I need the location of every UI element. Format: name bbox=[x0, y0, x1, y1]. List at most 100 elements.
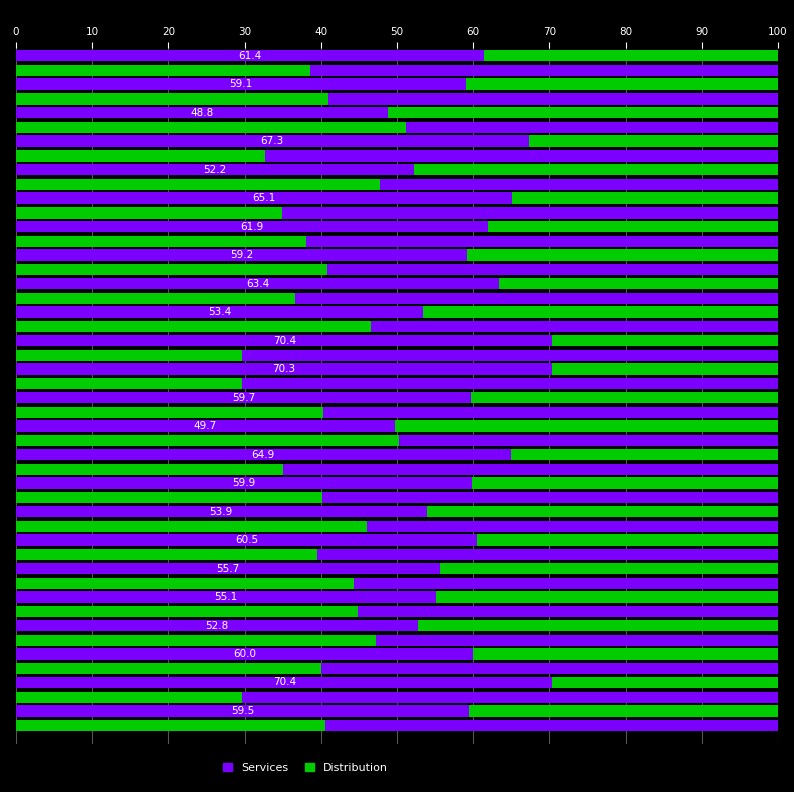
Text: 49.7: 49.7 bbox=[194, 421, 217, 431]
Bar bbox=[553, 677, 778, 688]
Bar bbox=[407, 122, 778, 133]
Text: 61.4: 61.4 bbox=[238, 51, 261, 60]
Bar bbox=[310, 65, 778, 76]
Bar bbox=[16, 563, 441, 574]
Bar bbox=[16, 221, 488, 232]
Bar bbox=[512, 192, 778, 204]
Bar bbox=[16, 550, 317, 561]
Bar bbox=[16, 93, 328, 105]
Text: 67.3: 67.3 bbox=[260, 136, 284, 146]
Bar bbox=[242, 379, 778, 390]
Bar bbox=[16, 649, 473, 660]
Bar bbox=[471, 392, 778, 403]
Bar bbox=[16, 392, 471, 403]
Bar bbox=[16, 192, 512, 204]
Bar bbox=[16, 293, 295, 304]
Bar bbox=[16, 364, 552, 375]
Bar bbox=[282, 208, 778, 219]
Bar bbox=[241, 691, 778, 703]
Text: 55.7: 55.7 bbox=[217, 564, 240, 573]
Bar bbox=[325, 720, 778, 732]
Text: 70.4: 70.4 bbox=[272, 677, 295, 687]
Bar bbox=[380, 179, 778, 190]
Bar bbox=[16, 606, 358, 618]
Bar bbox=[466, 78, 778, 89]
Text: 52.2: 52.2 bbox=[203, 165, 226, 174]
Bar bbox=[16, 506, 426, 517]
Bar bbox=[295, 293, 778, 304]
Bar bbox=[387, 107, 778, 118]
Bar bbox=[16, 407, 323, 418]
Bar bbox=[353, 578, 778, 589]
Text: 60.5: 60.5 bbox=[235, 535, 258, 545]
Text: 55.1: 55.1 bbox=[214, 592, 237, 602]
Bar bbox=[322, 493, 778, 504]
Bar bbox=[16, 278, 499, 289]
Bar bbox=[368, 521, 778, 532]
Bar bbox=[426, 506, 778, 517]
Bar bbox=[16, 592, 436, 603]
Bar bbox=[16, 634, 376, 646]
Bar bbox=[16, 706, 469, 717]
Bar bbox=[16, 620, 418, 631]
Bar bbox=[16, 464, 283, 475]
Text: 59.5: 59.5 bbox=[231, 706, 254, 716]
Bar bbox=[16, 421, 395, 432]
Text: 65.1: 65.1 bbox=[252, 193, 276, 203]
Bar bbox=[473, 649, 778, 660]
Bar bbox=[423, 307, 778, 318]
Bar bbox=[16, 521, 368, 532]
Bar bbox=[321, 663, 778, 675]
Bar bbox=[399, 436, 778, 447]
Bar bbox=[395, 421, 778, 432]
Text: 48.8: 48.8 bbox=[191, 108, 214, 117]
Bar bbox=[16, 236, 306, 247]
Bar bbox=[376, 634, 778, 646]
Text: 59.9: 59.9 bbox=[233, 478, 256, 488]
Text: 70.4: 70.4 bbox=[272, 336, 295, 345]
Bar bbox=[16, 249, 467, 261]
Bar bbox=[323, 407, 778, 418]
Bar bbox=[16, 50, 484, 61]
Bar bbox=[241, 350, 778, 361]
Bar bbox=[553, 335, 778, 346]
Text: 61.9: 61.9 bbox=[240, 222, 264, 231]
Text: 59.1: 59.1 bbox=[229, 79, 252, 89]
Bar bbox=[472, 478, 778, 489]
Bar bbox=[16, 122, 407, 133]
Bar bbox=[418, 620, 778, 631]
Bar bbox=[16, 107, 387, 118]
Bar bbox=[16, 164, 414, 175]
Bar bbox=[16, 78, 466, 89]
Bar bbox=[436, 592, 778, 603]
Bar bbox=[16, 350, 241, 361]
Bar bbox=[16, 150, 265, 162]
Bar bbox=[16, 335, 553, 346]
Bar bbox=[16, 478, 472, 489]
Bar bbox=[488, 221, 778, 232]
Bar bbox=[467, 249, 778, 261]
Bar bbox=[265, 150, 778, 162]
Bar bbox=[16, 265, 327, 276]
Bar bbox=[16, 663, 321, 675]
Legend: Services, Distribution: Services, Distribution bbox=[219, 758, 392, 777]
Bar bbox=[16, 691, 241, 703]
Bar bbox=[441, 563, 778, 574]
Bar bbox=[16, 677, 553, 688]
Bar bbox=[16, 135, 529, 147]
Bar bbox=[16, 493, 322, 504]
Bar bbox=[328, 93, 778, 105]
Bar bbox=[358, 606, 778, 618]
Bar bbox=[529, 135, 778, 147]
Bar bbox=[511, 449, 778, 460]
Text: 70.3: 70.3 bbox=[272, 364, 295, 374]
Bar bbox=[283, 464, 778, 475]
Bar bbox=[499, 278, 778, 289]
Bar bbox=[327, 265, 778, 276]
Bar bbox=[552, 364, 778, 375]
Text: 60.0: 60.0 bbox=[233, 649, 256, 659]
Bar bbox=[477, 535, 778, 546]
Bar bbox=[484, 50, 778, 61]
Bar bbox=[16, 307, 423, 318]
Text: 59.2: 59.2 bbox=[230, 250, 253, 260]
